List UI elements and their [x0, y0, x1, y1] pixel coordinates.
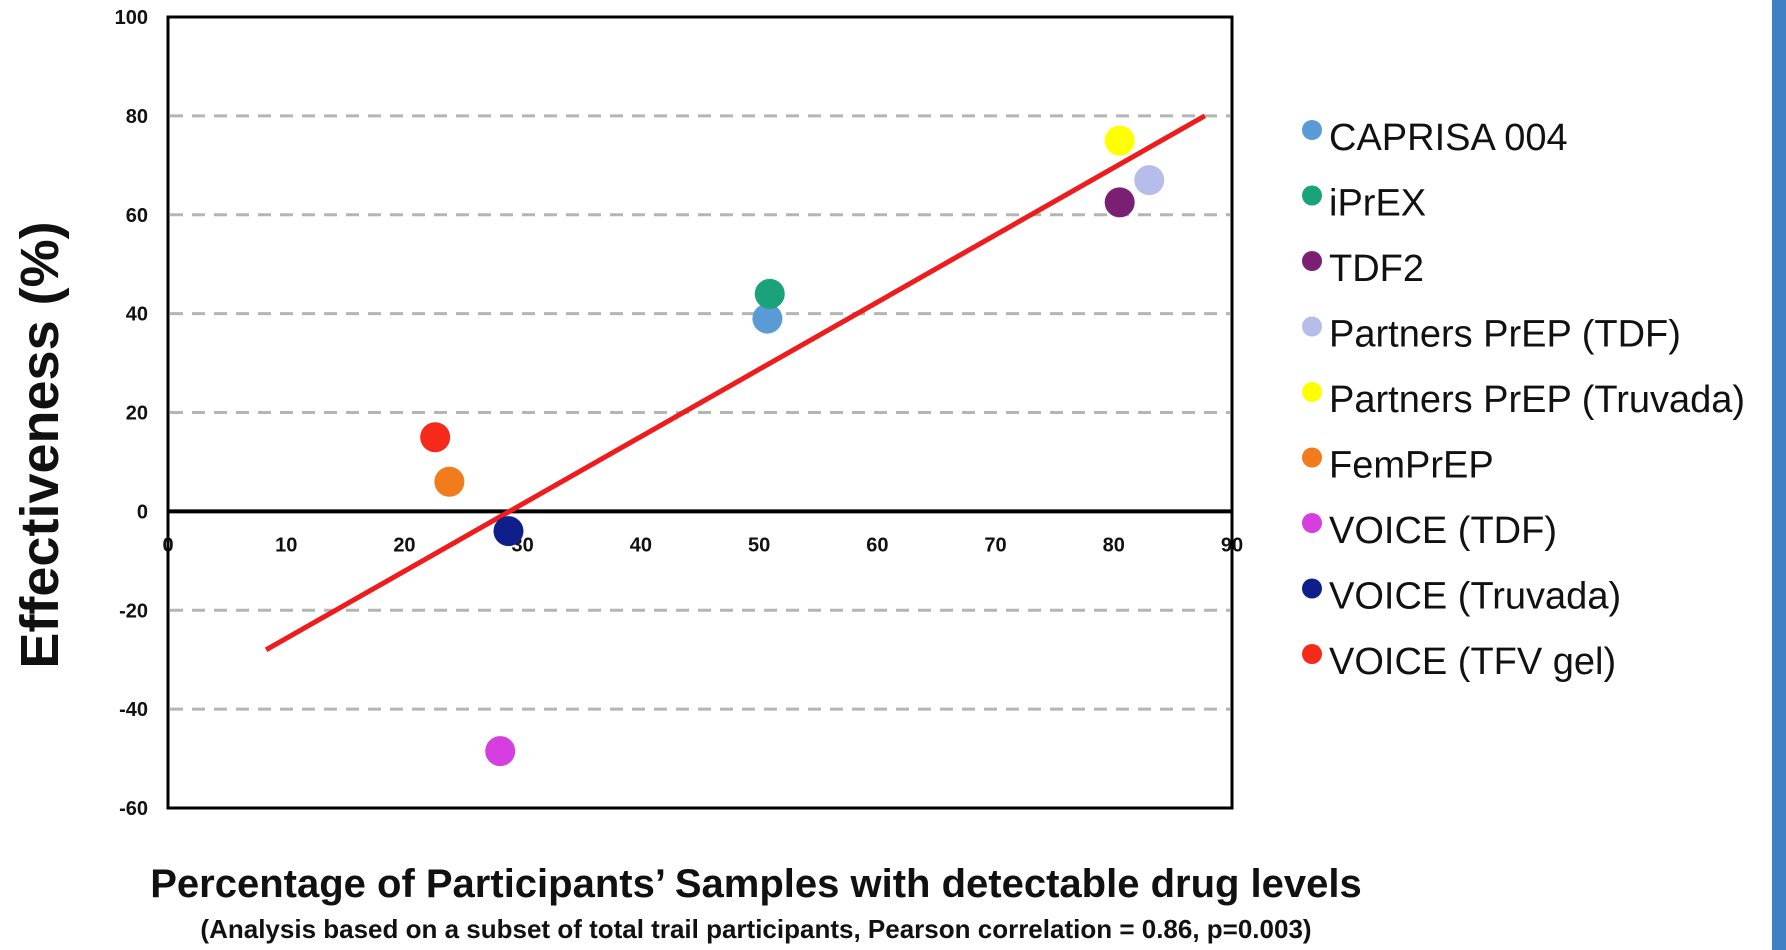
legend-label: FemPrEP — [1329, 445, 1494, 487]
legend: CAPRISA 004 iPrEX TDF2 Partners PrEP (TDF) P… — [1302, 117, 1745, 683]
legend-label: Partners PrEP (TDF) — [1329, 314, 1681, 356]
legend-marker — [1302, 316, 1322, 337]
legend-item: Partners PrEP (Truvada) — [1302, 379, 1745, 421]
data-point — [752, 303, 783, 334]
legend-label: VOICE (Truvada) — [1329, 576, 1621, 618]
data-point — [434, 466, 465, 497]
y-axis-ticks: 100 80 60 40 20 0 -20 -40 -60 — [115, 7, 148, 820]
data-point — [1104, 125, 1135, 156]
y-tick-label: 80 — [126, 106, 148, 128]
plot-frame — [166, 15, 1234, 810]
x-tick-label: 50 — [748, 534, 770, 556]
y-tick-label: 20 — [126, 403, 148, 425]
chart-subtitle: (Analysis based on a subset of total tra… — [200, 914, 1311, 944]
y-axis-label: Effectiveness (%) — [10, 221, 70, 668]
data-point — [1104, 187, 1135, 218]
x-tick-label: 40 — [630, 534, 652, 556]
y-tick-label: 0 — [137, 501, 148, 523]
data-point — [1134, 165, 1165, 196]
legend-item: CAPRISA 004 — [1302, 117, 1568, 159]
legend-marker — [1302, 447, 1322, 468]
data-point — [420, 422, 451, 453]
data-points — [420, 125, 1165, 767]
x-axis-ticks: 0 10 20 30 40 50 60 70 80 90 — [162, 534, 1243, 556]
data-point — [493, 516, 524, 547]
data-point — [754, 278, 785, 309]
y-tick-label: 60 — [126, 205, 148, 227]
y-tick-label: 100 — [115, 7, 148, 29]
x-tick-label: 60 — [866, 534, 888, 556]
legend-item: VOICE (Truvada) — [1302, 576, 1621, 618]
data-point — [485, 736, 516, 767]
legend-label: iPrEX — [1329, 183, 1426, 225]
legend-marker — [1302, 251, 1322, 271]
legend-marker — [1302, 382, 1322, 402]
x-tick-label: 70 — [984, 534, 1006, 556]
legend-item: VOICE (TFV gel) — [1302, 641, 1616, 683]
slide-edge-band — [1772, 0, 1786, 950]
legend-label: Partners PrEP (Truvada) — [1329, 379, 1745, 421]
legend-marker — [1302, 513, 1322, 533]
legend-marker — [1302, 578, 1322, 599]
legend-label: TDF2 — [1329, 248, 1424, 290]
legend-label: VOICE (TFV gel) — [1329, 641, 1616, 683]
legend-marker — [1302, 185, 1322, 206]
legend-item: VOICE (TDF) — [1302, 510, 1557, 552]
y-tick-label: -60 — [119, 798, 148, 820]
legend-item: TDF2 — [1302, 248, 1424, 290]
y-tick-label: -20 — [119, 600, 148, 622]
x-axis-label: Percentage of Participants’ Samples with… — [150, 862, 1362, 906]
legend-label: CAPRISA 004 — [1329, 117, 1568, 159]
legend-item: FemPrEP — [1302, 445, 1494, 487]
x-tick-label: 20 — [393, 534, 415, 556]
legend-label: VOICE (TDF) — [1329, 510, 1557, 552]
legend-marker — [1302, 120, 1322, 140]
trend-line — [264, 113, 1207, 652]
legend-item: iPrEX — [1302, 183, 1426, 225]
legend-item: Partners PrEP (TDF) — [1302, 314, 1681, 356]
legend-marker — [1302, 644, 1322, 664]
x-tick-label: 10 — [275, 534, 297, 556]
x-tick-label: 80 — [1103, 534, 1125, 556]
y-tick-label: 40 — [126, 304, 148, 326]
grid-lines — [170, 114, 1230, 711]
y-tick-label: -40 — [119, 699, 148, 721]
